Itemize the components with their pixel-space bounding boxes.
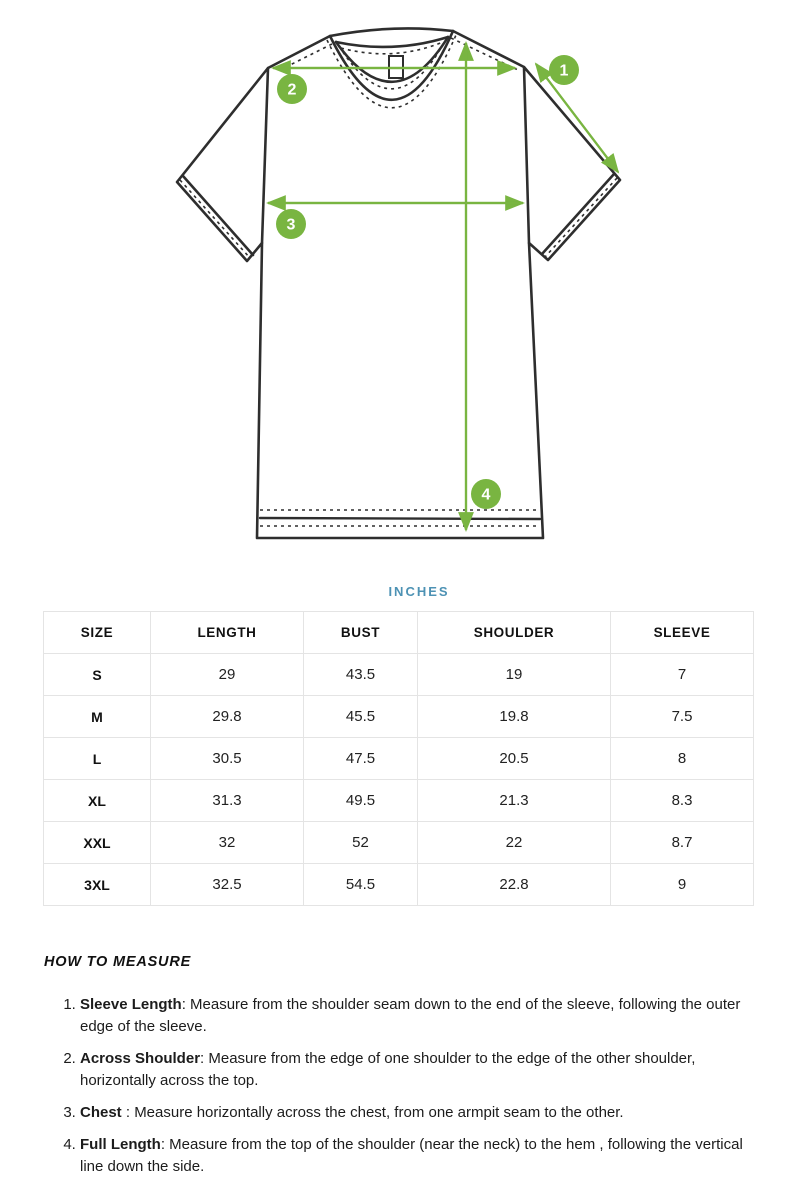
- cell-size: L: [43, 737, 151, 780]
- cell-bust: 43.5: [303, 653, 418, 696]
- instruction-text: : Measure from the top of the shoulder (…: [80, 1136, 743, 1175]
- instruction-full-length: Full Length: Measure from the top of the…: [80, 1134, 756, 1178]
- instruction-term: Sleeve Length: [80, 996, 182, 1013]
- cell-size: M: [43, 695, 151, 738]
- cell-bust: 45.5: [303, 695, 418, 738]
- svg-text:2: 2: [288, 82, 297, 99]
- tshirt-outline-graphic: [175, 27, 622, 540]
- cell-sleeve: 7.5: [610, 695, 754, 738]
- column-header-bust: BUST: [303, 611, 418, 654]
- instruction-term: Full Length: [80, 1136, 161, 1153]
- sleeve-length-arrow: [534, 62, 620, 174]
- cell-bust: 52: [303, 821, 418, 864]
- cell-length: 31.3: [150, 779, 304, 822]
- cell-shoulder: 20.5: [417, 737, 611, 780]
- svg-text:3: 3: [287, 217, 296, 234]
- cell-length: 29.8: [150, 695, 304, 738]
- cell-sleeve: 8.3: [610, 779, 754, 822]
- size-row-l: L 30.5 47.5 20.5 8: [43, 737, 754, 780]
- cell-size: XXL: [43, 821, 151, 864]
- cell-sleeve: 8.7: [610, 821, 754, 864]
- size-row-xxl: XXL 32 52 22 8.7: [43, 821, 754, 864]
- cell-size: S: [43, 653, 151, 696]
- size-chart-header-row: SIZE LENGTH BUST SHOULDER SLEEVE: [43, 611, 754, 654]
- how-to-measure-section: HOW TO MEASURE Sleeve Length: Measure fr…: [44, 954, 756, 1178]
- cell-shoulder: 19.8: [417, 695, 611, 738]
- size-row-s: S 29 43.5 19 7: [43, 653, 754, 696]
- callout-badge-4: 4: [471, 479, 501, 509]
- cell-size: XL: [43, 779, 151, 822]
- column-header-shoulder: SHOULDER: [417, 611, 611, 654]
- callout-badge-3: 3: [276, 209, 306, 239]
- column-header-length: LENGTH: [150, 611, 304, 654]
- instruction-term: Across Shoulder: [80, 1050, 201, 1067]
- cell-sleeve: 9: [610, 863, 754, 906]
- units-label: INCHES: [388, 584, 450, 599]
- tshirt-measurement-diagram: 1 2 3 4: [0, 0, 800, 565]
- cell-shoulder: 19: [417, 653, 611, 696]
- column-header-sleeve: SLEEVE: [610, 611, 754, 654]
- instruction-text: : Measure from the shoulder seam down to…: [80, 996, 741, 1035]
- cell-bust: 47.5: [303, 737, 418, 780]
- instruction-sleeve-length: Sleeve Length: Measure from the shoulder…: [80, 994, 756, 1038]
- instruction-chest: Chest : Measure horizontally across the …: [80, 1102, 756, 1124]
- callout-badge-2: 2: [277, 74, 307, 104]
- instruction-across-shoulder: Across Shoulder: Measure from the edge o…: [80, 1048, 756, 1092]
- cell-length: 30.5: [150, 737, 304, 780]
- instruction-term: Chest: [80, 1104, 122, 1121]
- cell-size: 3XL: [43, 863, 151, 906]
- size-row-xl: XL 31.3 49.5 21.3 8.3: [43, 779, 754, 822]
- stitching-dashes-graphic: [179, 34, 618, 527]
- size-row-3xl: 3XL 32.5 54.5 22.8 9: [43, 863, 754, 906]
- instruction-text: : Measure horizontally across the chest,…: [121, 1104, 624, 1121]
- size-chart-table: SIZE LENGTH BUST SHOULDER SLEEVE S 29 43…: [43, 611, 754, 906]
- cell-length: 32: [150, 821, 304, 864]
- cell-shoulder: 22: [417, 821, 611, 864]
- cell-sleeve: 8: [610, 737, 754, 780]
- cell-shoulder: 21.3: [417, 779, 611, 822]
- callout-badge-1: 1: [549, 55, 579, 85]
- cell-bust: 54.5: [303, 863, 418, 906]
- cell-length: 32.5: [150, 863, 304, 906]
- cell-sleeve: 7: [610, 653, 754, 696]
- cell-bust: 49.5: [303, 779, 418, 822]
- measure-instructions-list: Sleeve Length: Measure from the shoulder…: [44, 994, 756, 1178]
- column-header-size: SIZE: [43, 611, 151, 654]
- cell-shoulder: 22.8: [417, 863, 611, 906]
- size-row-m: M 29.8 45.5 19.8 7.5: [43, 695, 754, 738]
- svg-text:1: 1: [560, 63, 569, 80]
- cell-length: 29: [150, 653, 304, 696]
- how-to-measure-title: HOW TO MEASURE: [44, 954, 192, 970]
- instruction-text: : Measure from the edge of one shoulder …: [80, 1050, 696, 1089]
- units-heading: INCHES: [0, 583, 800, 601]
- svg-text:4: 4: [482, 487, 491, 504]
